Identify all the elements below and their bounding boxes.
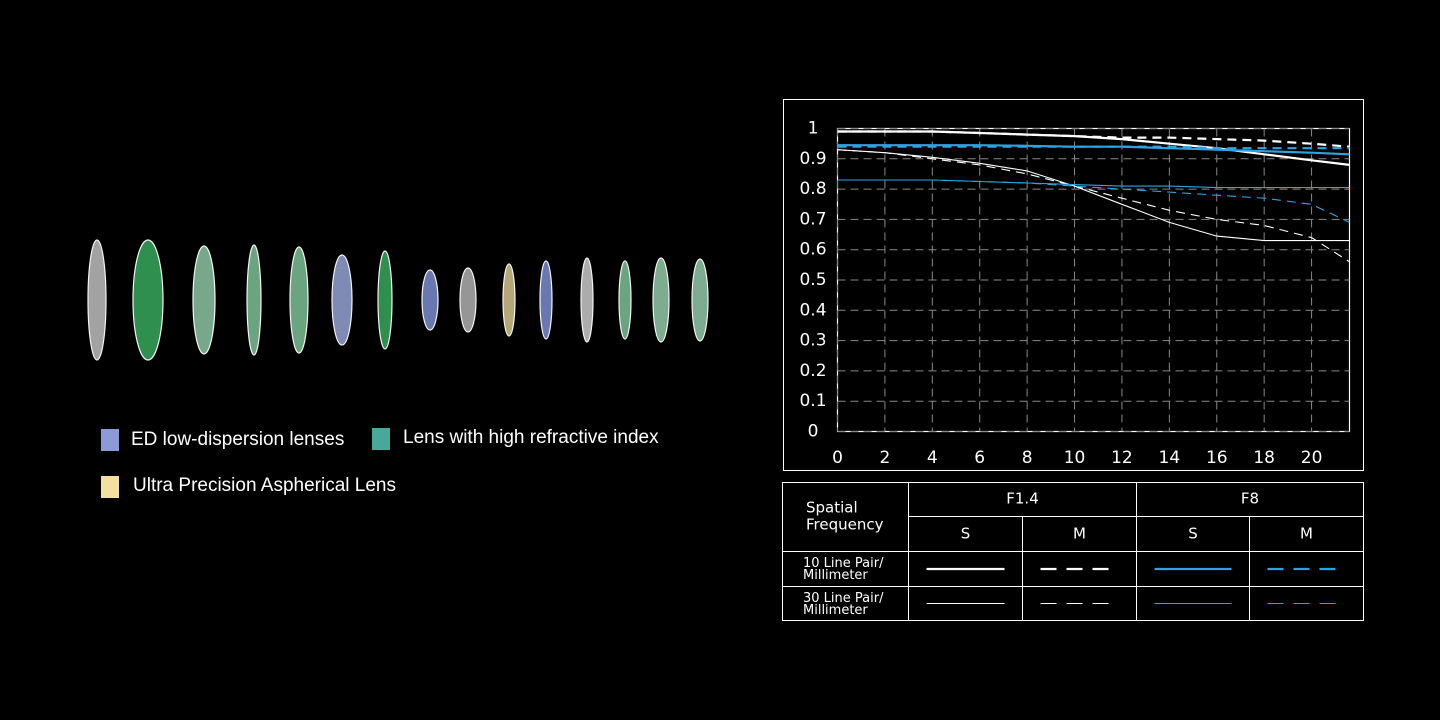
table-corner: Spatial xyxy=(806,499,858,517)
mtf-line xyxy=(837,149,1350,242)
legend-swatch xyxy=(372,428,390,450)
legend-label: Lens with high refractive index xyxy=(403,427,659,448)
x-tick-label: 16 xyxy=(1206,448,1228,468)
y-tick-label: 0.1 xyxy=(799,391,826,411)
lens xyxy=(377,250,393,350)
y-tick-label: 0.5 xyxy=(799,270,826,290)
mtf-line xyxy=(837,179,1350,189)
lens xyxy=(87,239,107,361)
direction-header: M xyxy=(1073,525,1086,543)
x-tick-label: 18 xyxy=(1253,448,1275,468)
y-tick-label: 0 xyxy=(808,422,819,442)
mtf-line xyxy=(837,130,1350,148)
direction-header: S xyxy=(961,525,971,543)
row-label: 30 Line Pair/ xyxy=(803,591,884,606)
aperture-header: F8 xyxy=(1241,490,1259,508)
legend-swatch xyxy=(101,429,119,451)
row-label: Millimeter xyxy=(803,568,868,583)
x-tick-label: 10 xyxy=(1064,448,1086,468)
lens xyxy=(421,269,439,331)
table-corner: Frequency xyxy=(806,516,884,534)
x-tick-label: 6 xyxy=(974,448,985,468)
direction-header: M xyxy=(1300,525,1313,543)
lens xyxy=(331,254,353,346)
x-tick-label: 20 xyxy=(1301,448,1323,468)
lens xyxy=(618,260,632,340)
x-tick-label: 8 xyxy=(1022,448,1033,468)
mtf-line xyxy=(837,179,1350,223)
lens xyxy=(580,257,594,343)
aperture-header: F1.4 xyxy=(1006,490,1038,508)
lens xyxy=(652,257,670,343)
lens xyxy=(539,260,553,340)
x-tick-label: 14 xyxy=(1159,448,1181,468)
mtf-line xyxy=(837,149,1350,263)
lens-diagram xyxy=(87,239,709,361)
x-tick-label: 2 xyxy=(879,448,890,468)
legend-label: Ultra Precision Aspherical Lens xyxy=(133,475,396,496)
lens xyxy=(691,258,709,342)
lens xyxy=(192,245,216,355)
direction-header: S xyxy=(1188,525,1198,543)
y-tick-label: 1 xyxy=(808,119,819,139)
row-label: Millimeter xyxy=(803,603,868,618)
x-tick-label: 4 xyxy=(927,448,938,468)
x-tick-label: 0 xyxy=(832,448,843,468)
legend-label: ED low-dispersion lenses xyxy=(131,429,344,450)
lens xyxy=(502,263,516,337)
lens xyxy=(132,239,164,361)
lens xyxy=(459,267,477,333)
y-tick-label: 0.7 xyxy=(799,209,826,229)
y-tick-label: 0.2 xyxy=(799,361,826,381)
y-tick-label: 0.6 xyxy=(799,240,826,260)
x-tick-label: 12 xyxy=(1111,448,1133,468)
row-label: 10 Line Pair/ xyxy=(803,556,884,571)
y-tick-label: 0.3 xyxy=(799,331,826,351)
y-tick-label: 0.8 xyxy=(799,179,826,199)
y-tick-label: 0.4 xyxy=(799,300,826,320)
legend-swatch xyxy=(101,476,119,498)
lens xyxy=(289,246,309,354)
mtf-line xyxy=(837,145,1350,150)
lens xyxy=(246,244,262,356)
chart-frame xyxy=(783,99,1364,471)
y-tick-label: 0.9 xyxy=(799,149,826,169)
